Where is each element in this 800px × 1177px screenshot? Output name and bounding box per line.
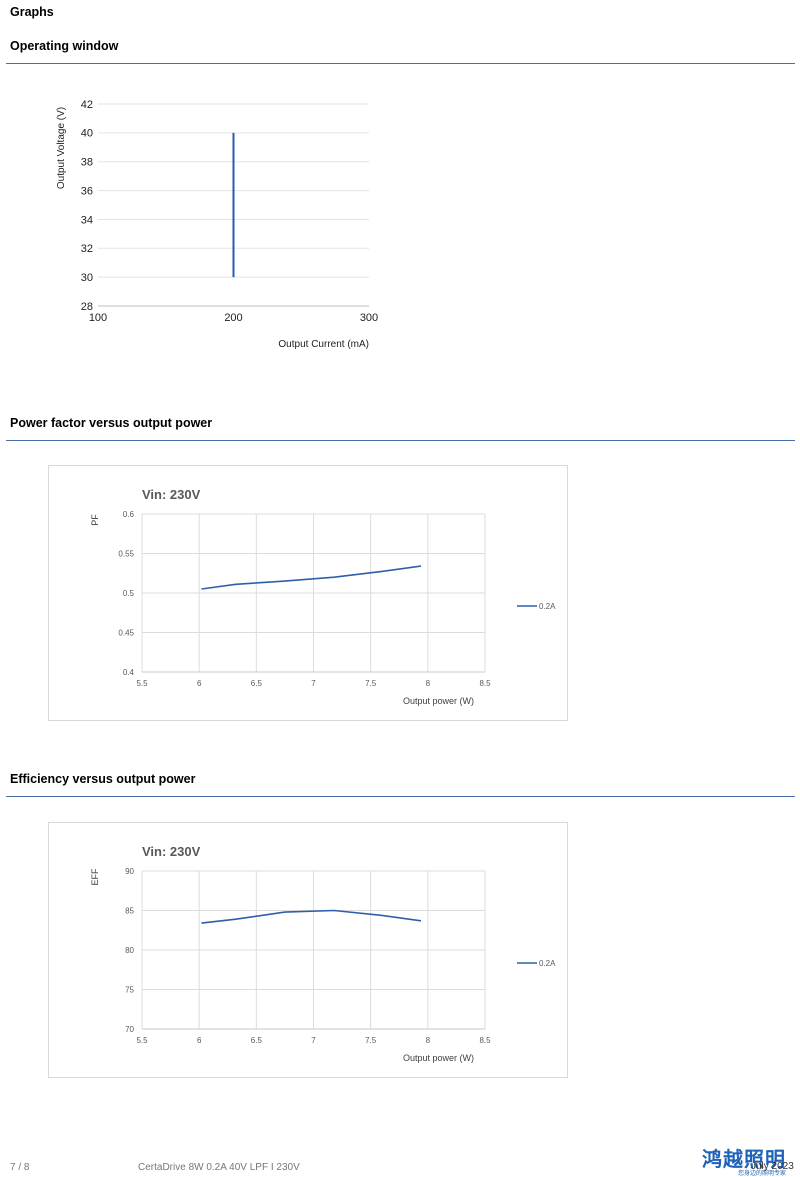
- x-tick-label: 7: [311, 679, 316, 688]
- legend-label: 0.2A: [539, 602, 556, 611]
- x-tick-label: 8.5: [479, 679, 491, 688]
- y-tick-label: 0.4: [123, 668, 135, 677]
- logo-subtext: 您身边的照明专家: [738, 1170, 787, 1177]
- x-tick-label: 6.5: [251, 679, 263, 688]
- x-tick-label: 100: [89, 312, 107, 324]
- x-tick-label: 200: [224, 312, 242, 324]
- x-axis-label: Output power (W): [403, 1053, 474, 1063]
- y-tick-label: 0.55: [118, 549, 134, 558]
- y-tick-label: 36: [81, 185, 93, 197]
- section-divider: [6, 63, 795, 64]
- x-tick-label: 8: [426, 679, 431, 688]
- efficiency-chart: 70 75 80 85 90 5.5 6 6.5 7 7.5 8 8.5 Vin: 230V Output…: [90, 844, 556, 1063]
- x-tick-label: 5.5: [136, 679, 148, 688]
- y-tick-label: 28: [81, 301, 93, 313]
- power-factor-chart: 0.4 0.45 0.5 0.55 0.6 5.5 6 6.5 7 7.5 8 8.5 Vin: 230…: [90, 487, 556, 706]
- pf-chart-frame: 0.4 0.45 0.5 0.55 0.6 5.5 6 6.5 7 7.5 8 8.5 Vin: 230…: [48, 465, 568, 721]
- y-tick-label: 85: [125, 906, 134, 915]
- legend-label: 0.2A: [539, 959, 556, 968]
- y-tick-label: 70: [125, 1025, 134, 1034]
- x-tick-label: 300: [360, 312, 378, 324]
- x-tick-label: 5.5: [136, 1036, 148, 1045]
- x-tick-label: 8: [426, 1036, 431, 1045]
- y-tick-label: 40: [81, 128, 93, 140]
- footer-page-number: 7 / 8: [10, 1162, 30, 1173]
- x-tick-label: 7: [311, 1036, 316, 1045]
- chart-title: Vin: 230V: [142, 844, 201, 859]
- section-divider: [6, 440, 795, 441]
- page-heading: Graphs: [10, 5, 54, 19]
- x-tick-label: 6.5: [251, 1036, 263, 1045]
- footer-date: July 2023: [751, 1161, 794, 1172]
- brand-logo: 鸿越照明 您身边的照明专家: [702, 1143, 797, 1177]
- y-axis-label: EFF: [90, 868, 100, 886]
- x-tick-label: 7.5: [365, 1036, 377, 1045]
- y-tick-label: 32: [81, 243, 93, 255]
- operating-window-chart: 28 30 32 34 36 38 40 42 100 200 300 Output Current …: [56, 99, 378, 350]
- section-title-operating-window: Operating window: [10, 39, 119, 53]
- y-tick-label: 90: [125, 867, 134, 876]
- x-tick-label: 6: [197, 679, 202, 688]
- y-tick-label: 0.45: [118, 628, 134, 637]
- series-line-02a: [201, 909, 422, 924]
- y-axis-label: Output Voltage (V): [56, 107, 67, 189]
- eff-chart-frame: 70 75 80 85 90 5.5 6 6.5 7 7.5 8 8.5 Vin: 230V Output…: [48, 822, 568, 1078]
- y-axis-label: PF: [90, 514, 100, 526]
- y-tick-label: 75: [125, 985, 134, 994]
- section-divider: [6, 796, 795, 797]
- logo-text: 鸿越照明: [702, 1147, 786, 1171]
- y-tick-label: 38: [81, 157, 93, 169]
- section-title-power-factor: Power factor versus output power: [10, 416, 213, 430]
- y-tick-label: 42: [81, 99, 93, 111]
- y-tick-label: 34: [81, 214, 93, 226]
- x-tick-label: 6: [197, 1036, 202, 1045]
- chart-title: Vin: 230V: [142, 487, 201, 502]
- footer-product-name: CertaDrive 8W 0.2A 40V LPF I 230V: [138, 1162, 300, 1173]
- x-tick-label: 7.5: [365, 679, 377, 688]
- x-axis-label: Output Current (mA): [278, 339, 369, 350]
- x-tick-label: 8.5: [479, 1036, 491, 1045]
- y-tick-label: 0.6: [123, 510, 135, 519]
- y-tick-label: 80: [125, 946, 134, 955]
- section-title-efficiency: Efficiency versus output power: [10, 772, 196, 786]
- x-axis-label: Output power (W): [403, 696, 474, 706]
- series-line-02a: [201, 565, 422, 590]
- y-tick-label: 30: [81, 272, 93, 284]
- y-tick-label: 0.5: [123, 589, 135, 598]
